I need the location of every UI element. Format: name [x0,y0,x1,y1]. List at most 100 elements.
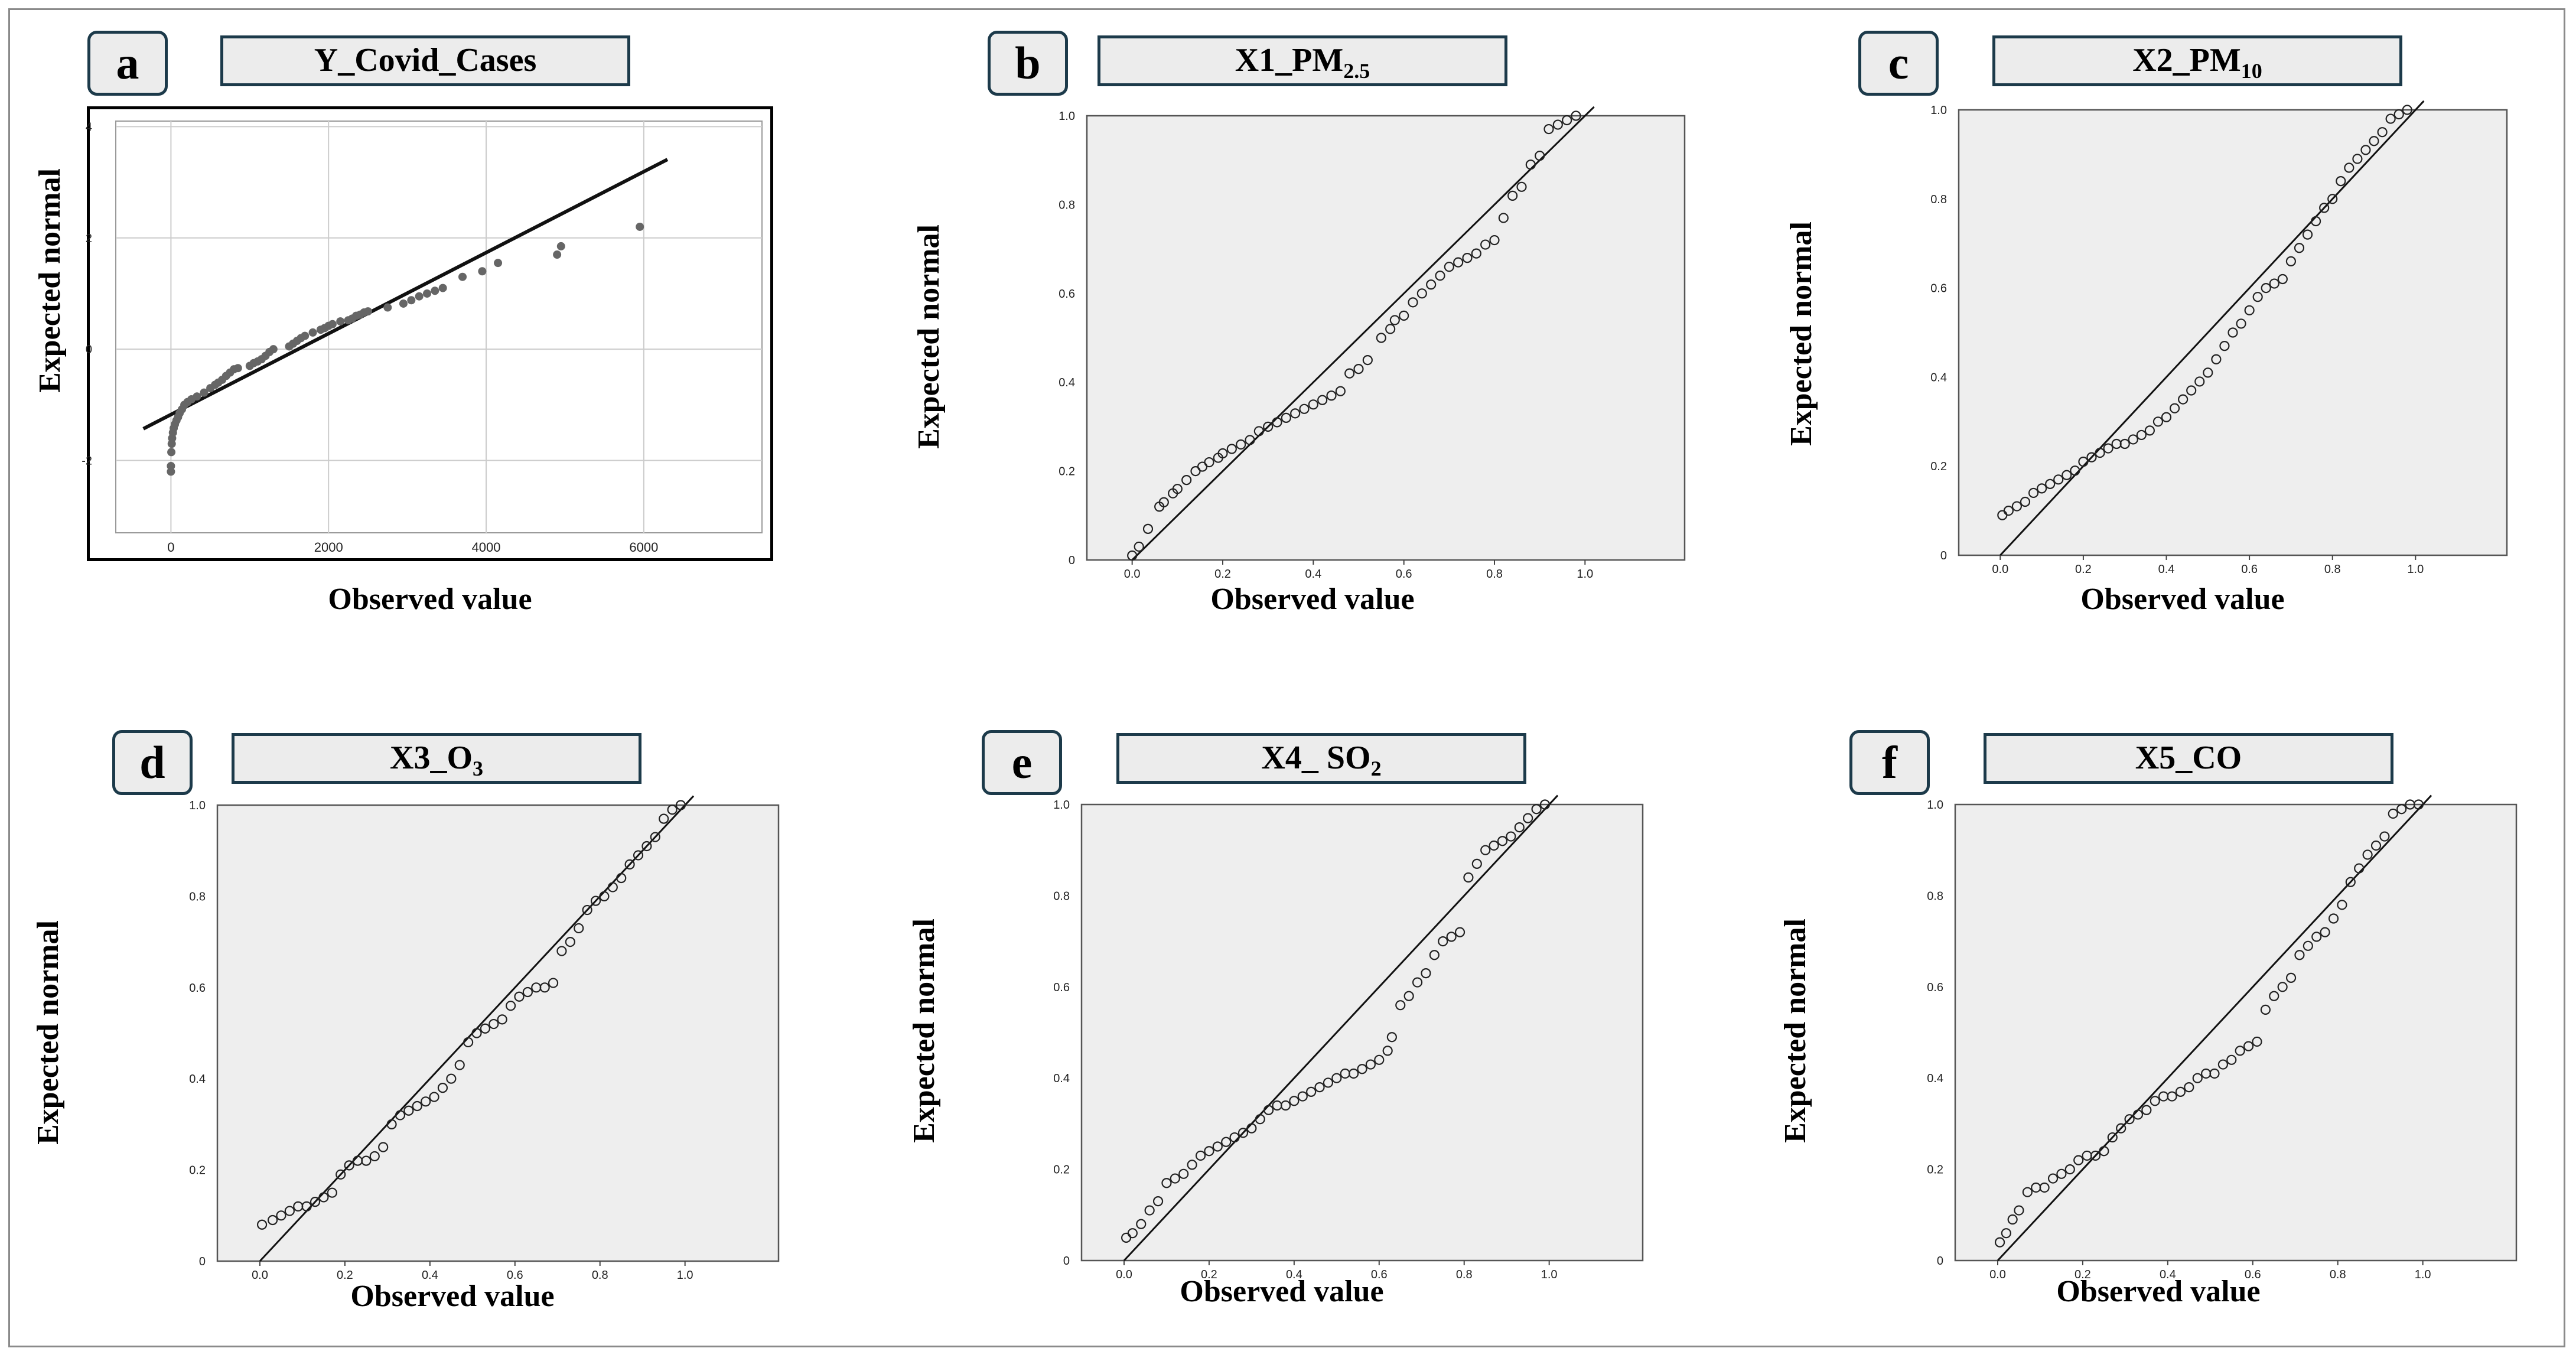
panel-title-b: X1_PM2.5 [1098,35,1507,86]
panel-title-sub-d: 3 [473,757,483,780]
data-point-c-7 [2053,474,2064,485]
data-point-c-33 [2269,278,2279,289]
data-point-a-48 [363,307,372,316]
data-point-d-13 [369,1151,380,1162]
x-tick-label-f-5: 1.0 [2415,1268,2431,1281]
x-tick-label-e-2: 0.4 [1286,1268,1302,1281]
data-point-e-40 [1454,927,1466,937]
y-tick-label-e-4: 0.8 [1053,890,1070,903]
data-point-c-35 [2285,256,2297,266]
data-point-c-18 [2144,425,2155,436]
panel-title-main-f: X5_CO [2135,740,2242,776]
panel-title-main-e: X4_ SO [1261,740,1371,776]
data-point-a-61 [636,222,644,231]
panel-title-a: Y_Covid_Cases [220,35,630,86]
y-tick-label-e-1: 0.2 [1053,1164,1070,1177]
y-tick-label-f-5: 1.0 [1927,799,1943,812]
reference-line-c [1999,100,2425,556]
data-point-f-2 [2007,1214,2018,1225]
data-point-c-11 [2086,452,2097,463]
data-point-c-41 [2336,176,2346,187]
data-point-f-50 [2413,799,2424,810]
data-point-b-41 [1480,239,1491,250]
data-point-d-40 [599,891,610,901]
y-tick-label-b-2: 0.4 [1059,376,1075,389]
data-point-e-8 [1187,1160,1197,1170]
y-tick-label-d-3: 0.6 [189,982,206,995]
x-tick-label-d-0: 0.0 [252,1269,268,1282]
data-point-d-49 [675,800,686,810]
data-point-b-12 [1217,448,1228,459]
x-tick-label-a-1: 2000 [314,540,343,555]
y-tick-label-f-0: 0 [1937,1255,1943,1268]
y-tick-label-f-3: 0.6 [1927,981,1943,994]
data-point-c-6 [2045,478,2056,489]
data-point-a-60 [556,242,565,250]
y-tick-label-a-2: 2 [86,232,92,245]
x-tick-label-d-4: 0.8 [592,1269,608,1282]
x-tick-label-b-3: 0.6 [1396,568,1412,581]
y-tick-label-d-2: 0.4 [189,1073,206,1086]
reference-line-a [142,158,669,431]
data-point-b-33 [1408,297,1418,308]
x-tick-label-b-1: 0.2 [1214,568,1231,581]
data-point-a-15 [193,392,201,401]
data-point-f-17 [2132,1109,2144,1120]
y-tick-label-f-1: 0.2 [1927,1164,1943,1177]
data-point-d-25 [471,1028,482,1038]
data-point-f-16 [2124,1114,2135,1125]
data-point-f-39 [2320,927,2330,937]
data-point-f-43 [2354,863,2365,874]
plot-svg-e: 0.0 0.2 0.4 0.6 0.8 1.0 0 0.2 0.4 0.6 0.8 1.0 [1053,794,1644,1281]
plot-area-a [115,121,763,533]
data-point-a-56 [458,272,467,281]
data-point-d-34 [548,978,559,988]
data-point-f-30 [2243,1041,2254,1051]
data-point-e-43 [1480,845,1491,855]
y-axis-label-f: Expected normal [1779,919,1812,1143]
data-point-c-43 [2352,154,2363,164]
x-tick-label-f-1: 0.2 [2075,1268,2091,1281]
data-point-d-16 [395,1110,406,1121]
data-point-e-42 [1471,858,1482,869]
x-axis-label-b: Observed value [1210,582,1415,616]
data-point-b-1 [1134,541,1144,552]
data-point-e-13 [1229,1132,1240,1143]
data-point-b-14 [1236,439,1246,450]
data-point-e-5 [1161,1178,1172,1188]
x-tick-label-d-3: 0.6 [507,1269,523,1282]
data-point-b-44 [1507,190,1518,201]
data-point-f-18 [2141,1105,2152,1115]
data-point-d-8 [327,1187,337,1198]
data-point-e-30 [1374,1054,1385,1065]
data-point-e-50 [1539,799,1551,810]
data-point-e-37 [1429,950,1440,960]
data-point-e-14 [1237,1128,1249,1138]
data-point-f-34 [2277,982,2288,992]
data-point-b-22 [1308,399,1318,410]
data-point-e-27 [1349,1068,1359,1079]
data-point-c-8 [2062,470,2072,480]
x-axis-label-e: Observed value [1180,1275,1384,1308]
x-tick-label-f-4: 0.8 [2330,1268,2346,1281]
data-point-d-36 [565,937,575,947]
y-axis-label-b: Expected normal [912,224,946,449]
y-tick-label-e-0: 0 [1063,1255,1070,1268]
y-tick-label-f-2: 0.4 [1927,1072,1943,1085]
data-point-d-28 [497,1014,507,1025]
data-point-f-3 [2014,1205,2024,1216]
data-point-c-45 [2369,136,2379,146]
data-point-d-39 [590,895,601,906]
data-point-e-19 [1280,1100,1291,1111]
data-point-b-4 [1158,497,1169,507]
data-point-f-48 [2396,804,2407,815]
data-point-c-1 [2003,505,2014,516]
y-tick-label-c-0: 0 [1940,549,1947,562]
panel-title-sub-c: 10 [2240,59,2262,83]
data-point-a-55 [438,284,447,292]
y-tick-label-b-5: 1.0 [1059,110,1075,123]
data-point-d-48 [667,805,678,815]
plot-area-d [216,804,780,1262]
data-point-e-47 [1514,822,1525,833]
panel-letter-d: d [112,730,193,795]
